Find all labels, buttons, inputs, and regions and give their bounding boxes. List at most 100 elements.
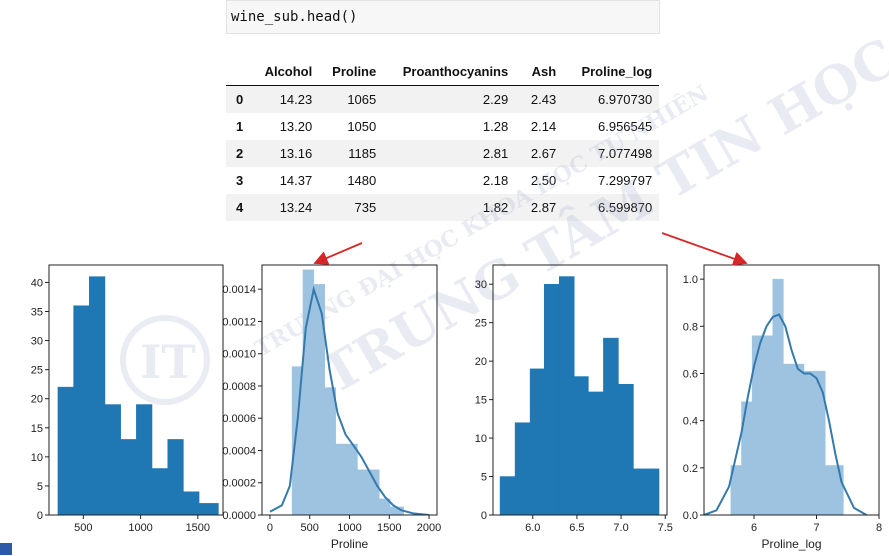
table-row: 1 13.20 1050 1.28 2.14 6.956545 bbox=[226, 113, 659, 140]
table-row: 0 14.23 1065 2.29 2.43 6.970730 bbox=[226, 85, 660, 113]
y-tick-label: 1.0 bbox=[683, 274, 698, 286]
x-tick-label: 7.0 bbox=[613, 522, 628, 534]
cell-proanthocyanins: 2.29 bbox=[482, 92, 509, 107]
histogram-bar bbox=[603, 337, 619, 516]
cell-alcohol: 14.37 bbox=[279, 173, 313, 188]
histogram-bar bbox=[514, 422, 531, 516]
column-header-proline: Proline bbox=[319, 58, 384, 86]
y-tick-label: 20 bbox=[475, 356, 487, 368]
cell-proline: 1050 bbox=[347, 119, 377, 134]
y-tick-label: 25 bbox=[31, 365, 43, 377]
cell-proline-log: 6.956545 bbox=[598, 119, 653, 134]
x-tick-label: 6.5 bbox=[569, 522, 584, 534]
cell-ash: 2.87 bbox=[530, 200, 557, 215]
histogram-bar bbox=[825, 465, 837, 516]
plot-frame bbox=[703, 264, 880, 516]
histogram-bar bbox=[104, 404, 121, 516]
histogram-bar bbox=[167, 439, 184, 516]
arrow-to-proline-log-chart bbox=[661, 232, 748, 266]
table-row: 3 14.37 1480 2.18 2.50 7.299797 bbox=[226, 167, 659, 194]
y-tick-label: 0.0002 bbox=[222, 478, 256, 490]
y-tick-label: 15 bbox=[475, 395, 487, 407]
y-tick-label: 0.0004 bbox=[222, 445, 256, 457]
histogram-bar bbox=[793, 363, 805, 516]
y-tick-label: 35 bbox=[31, 307, 43, 319]
histogram-bar bbox=[120, 439, 137, 516]
cell-proline-log: 7.077498 bbox=[598, 146, 653, 161]
table-row: 4 13.24 735 1.82 2.87 6.599870 bbox=[226, 194, 660, 221]
x-tick-label: 0 bbox=[267, 522, 273, 534]
y-tick-label: 0.0010 bbox=[222, 349, 256, 361]
table-header-row: Alcohol Proline Proanthocyanins Ash Prol… bbox=[226, 58, 660, 86]
kde-line bbox=[269, 285, 430, 515]
cell-alcohol: 13.20 bbox=[279, 119, 313, 134]
histogram-bar bbox=[574, 376, 589, 516]
y-tick-label: 0.2 bbox=[683, 463, 698, 475]
histogram-bar bbox=[588, 391, 604, 516]
y-tick-label: 0.0012 bbox=[222, 316, 256, 328]
histogram-bar bbox=[783, 363, 794, 516]
cell-proanthocyanins: 1.28 bbox=[482, 119, 509, 134]
code-text: wine_sub.head() bbox=[231, 9, 358, 25]
x-tick-label: 6 bbox=[751, 522, 757, 534]
cell-ash: 2.50 bbox=[530, 173, 557, 188]
histogram-bar bbox=[57, 386, 74, 516]
x-tick-label: 7.5 bbox=[658, 522, 673, 534]
y-tick-label: 15 bbox=[31, 423, 43, 435]
x-axis-label: Proline bbox=[331, 537, 369, 551]
x-tick-label: 500 bbox=[74, 522, 92, 534]
histogram-bar bbox=[368, 469, 380, 516]
histogram-bar bbox=[324, 387, 336, 516]
histogram-bar bbox=[73, 305, 90, 516]
cell-alcohol: 13.16 bbox=[279, 146, 313, 161]
y-tick-label: 20 bbox=[31, 394, 43, 406]
cell-proline-log: 6.599870 bbox=[598, 200, 653, 215]
y-tick-label: 0.0006 bbox=[222, 413, 256, 425]
row-index: 4 bbox=[236, 200, 244, 215]
row-index: 1 bbox=[236, 119, 244, 134]
y-tick-label: 10 bbox=[475, 433, 487, 445]
x-tick-label: 1000 bbox=[128, 522, 152, 534]
watermark-line-2: TRUNG TÂM TIN HỌC bbox=[310, 26, 889, 407]
index-header bbox=[226, 58, 251, 86]
histogram-bar bbox=[357, 469, 369, 516]
histogram-bar bbox=[633, 468, 649, 516]
kde-line bbox=[704, 313, 867, 515]
histogram-bar bbox=[543, 283, 560, 516]
histogram-bar bbox=[558, 276, 575, 516]
cell-proanthocyanins: 2.18 bbox=[482, 173, 509, 188]
y-tick-label: 0 bbox=[37, 510, 43, 522]
watermark-logo-icon bbox=[120, 315, 210, 405]
column-header-ash: Ash bbox=[515, 58, 564, 86]
cell-ash: 2.14 bbox=[530, 119, 557, 134]
cell-proline: 735 bbox=[354, 200, 377, 215]
corner-app-icon bbox=[0, 543, 12, 555]
histogram-bar bbox=[618, 383, 634, 516]
y-tick-label: 0.0 bbox=[683, 510, 698, 522]
y-tick-label: 30 bbox=[475, 279, 487, 291]
plot-frame bbox=[48, 264, 224, 516]
histogram-bar bbox=[648, 468, 660, 516]
cell-proline: 1065 bbox=[347, 92, 377, 107]
x-tick-label: 500 bbox=[301, 522, 319, 534]
table-row: 2 13.16 1185 2.81 2.67 7.077498 bbox=[226, 140, 660, 167]
y-tick-label: 0.6 bbox=[683, 368, 698, 380]
cell-proline-log: 6.970730 bbox=[598, 92, 653, 107]
y-tick-label: 25 bbox=[475, 318, 487, 330]
x-tick-label: 6.0 bbox=[525, 522, 540, 534]
histogram-bar bbox=[751, 335, 763, 516]
y-tick-label: 5 bbox=[37, 481, 43, 493]
x-tick-label: 1000 bbox=[337, 522, 361, 534]
row-index: 2 bbox=[236, 146, 244, 161]
chart-2: 0 500 1000 1500 2000 0.0000 0.0002 0.0004 0.0006… bbox=[222, 264, 441, 551]
y-tick-label: 30 bbox=[31, 336, 43, 348]
chart-1: 500 1000 1500 0 5 10 15 20 25 30 35 40 bbox=[31, 264, 224, 534]
cell-alcohol: 14.23 bbox=[279, 92, 313, 107]
code-cell[interactable]: wine_sub.head() bbox=[226, 0, 660, 34]
x-tick-label: 1500 bbox=[186, 522, 210, 534]
y-tick-label: 10 bbox=[31, 452, 43, 464]
y-tick-label: 0.0014 bbox=[222, 284, 256, 296]
x-tick-label: 7 bbox=[813, 522, 819, 534]
row-index: 0 bbox=[236, 92, 244, 107]
